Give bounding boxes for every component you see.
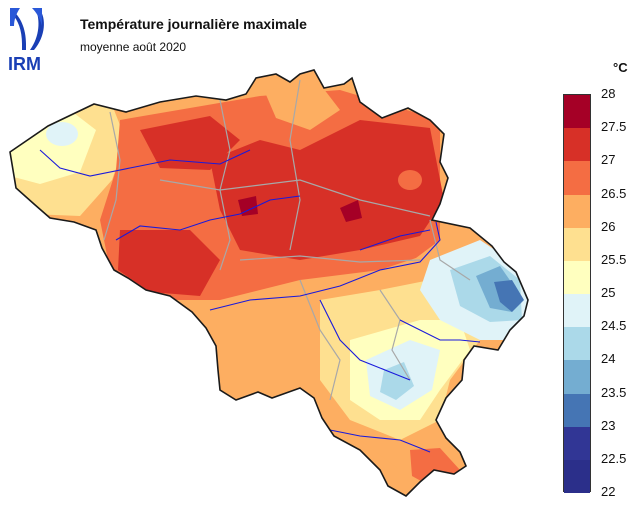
- legend-tick-label: 24.5: [601, 318, 627, 334]
- legend-swatch: [564, 360, 590, 394]
- temperature-map: [9, 69, 529, 497]
- legend-tick-label: 26: [601, 218, 616, 234]
- legend-swatch: [564, 426, 590, 461]
- logo-text: IRM: [8, 54, 41, 74]
- legend-swatch: [564, 459, 590, 494]
- temperature-zones: [10, 70, 528, 496]
- legend-swatch: [564, 161, 590, 195]
- legend-swatch: [564, 393, 590, 428]
- map-subtitle: moyenne août 2020: [80, 40, 187, 54]
- province-borders: [103, 79, 471, 401]
- legend-tick-label: 26.5: [601, 185, 627, 201]
- legend-swatch: [564, 128, 590, 162]
- legend-swatch: [564, 294, 590, 328]
- legend-tick-label: 23: [601, 417, 616, 433]
- irm-logo: IRM: [8, 8, 44, 74]
- legend-tick-label: 23.5: [601, 384, 627, 400]
- map-title: Température journalière maximale: [80, 16, 307, 32]
- legend-tick-label: 27: [601, 152, 616, 168]
- legend-swatch: [564, 95, 590, 129]
- legend-tick-label: 25: [601, 285, 616, 300]
- legend-unit: °C: [613, 60, 628, 75]
- legend-swatch: [564, 327, 590, 361]
- legend-tick-label: 25.5: [601, 251, 627, 267]
- rivers: [39, 149, 481, 453]
- legend-tick-label: 28: [601, 86, 616, 101]
- legend-tick-label: 24: [601, 351, 616, 367]
- legend-swatch: [564, 227, 590, 262]
- legend-tick-label: 22: [601, 484, 616, 499]
- color-legend: [563, 94, 591, 494]
- legend-swatch: [564, 194, 590, 229]
- legend-swatch: [564, 260, 590, 295]
- legend-tick-label: 22.5: [601, 450, 627, 466]
- legend-tick-label: 27.5: [601, 119, 627, 135]
